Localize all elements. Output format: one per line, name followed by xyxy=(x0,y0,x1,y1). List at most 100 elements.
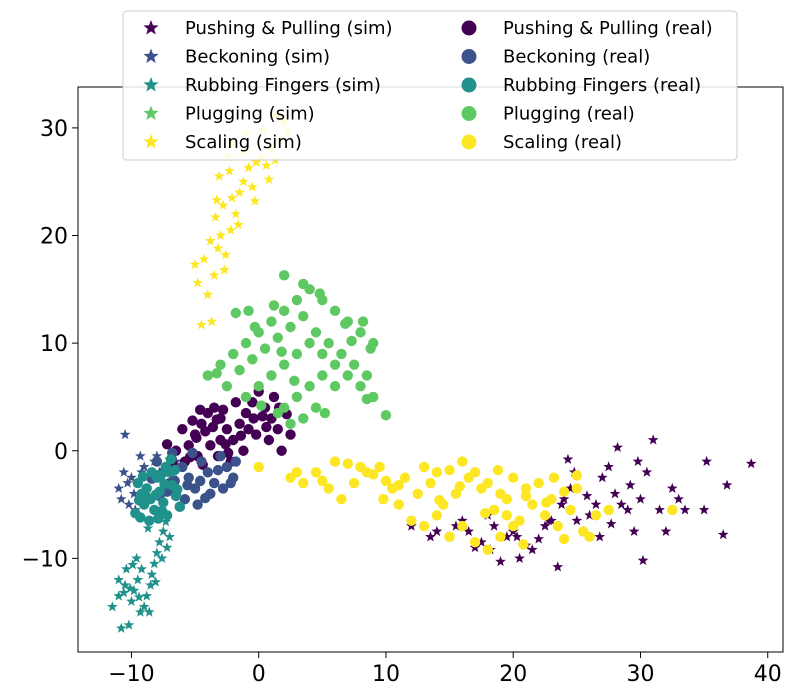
star-point xyxy=(136,563,147,574)
star-point xyxy=(154,536,165,547)
star-point xyxy=(128,585,140,596)
star-point xyxy=(219,264,230,275)
star-point xyxy=(609,488,621,499)
series-0 xyxy=(406,434,757,572)
star-point xyxy=(192,277,203,288)
star-point xyxy=(138,461,150,472)
circle-point xyxy=(196,456,207,467)
circle-point xyxy=(230,397,241,408)
circle-point xyxy=(558,486,570,497)
circle-point xyxy=(304,380,315,392)
circle-point xyxy=(346,335,357,347)
circle-point xyxy=(355,461,366,473)
star-point xyxy=(211,194,223,205)
star-point xyxy=(234,186,245,197)
circle-point xyxy=(217,483,229,494)
circle-point xyxy=(194,475,206,487)
star-point xyxy=(127,559,139,570)
circle-point xyxy=(361,393,373,405)
star-point xyxy=(115,622,127,633)
circle-point xyxy=(548,472,560,483)
circle-point xyxy=(202,370,214,381)
series-5 xyxy=(161,386,296,470)
circle-point xyxy=(355,327,366,338)
circle-point xyxy=(357,316,369,327)
circle-point xyxy=(298,413,309,424)
star-point xyxy=(138,601,150,612)
star-point xyxy=(249,195,261,206)
legend-label: Pushing & Pulling (sim) xyxy=(185,18,393,39)
circle-point xyxy=(228,348,239,360)
star-point xyxy=(118,466,130,477)
star-point xyxy=(224,165,235,176)
circle-point xyxy=(133,495,145,506)
star-point xyxy=(647,434,659,445)
circle-point xyxy=(342,458,353,469)
star-point xyxy=(132,574,144,585)
circle-point xyxy=(298,278,309,290)
series-6 xyxy=(146,447,241,512)
star-point xyxy=(164,531,175,542)
circle-point xyxy=(571,470,583,481)
circle-point xyxy=(329,380,341,392)
legend-item: Plugging (sim) xyxy=(143,104,315,125)
circle-point xyxy=(285,429,296,440)
circle-point xyxy=(457,456,468,467)
circle-point xyxy=(342,370,353,381)
circle-point xyxy=(291,294,303,306)
star-point xyxy=(624,479,636,490)
circle-point xyxy=(151,456,163,467)
star-point xyxy=(526,544,538,555)
star-point xyxy=(205,235,216,246)
star-point xyxy=(263,173,275,185)
legend-item: Rubbing Fingers (real) xyxy=(461,75,701,96)
star-point xyxy=(660,525,672,536)
star-point xyxy=(113,482,125,493)
star-point xyxy=(701,455,712,467)
star-point xyxy=(463,525,474,536)
star-point xyxy=(230,208,242,219)
star-point xyxy=(431,525,443,536)
circle-point xyxy=(266,370,277,381)
circle-point xyxy=(488,504,500,516)
star-point xyxy=(581,490,593,501)
circle-point xyxy=(135,512,146,523)
circle-point xyxy=(268,300,280,311)
circle-point xyxy=(469,537,481,548)
legend-label: Rubbing Fingers (sim) xyxy=(185,75,381,96)
circle-point xyxy=(263,434,275,446)
x-tick-label: 30 xyxy=(626,662,654,687)
star-point xyxy=(590,498,602,510)
star-point xyxy=(113,574,125,585)
circle-point xyxy=(150,489,161,501)
star-point xyxy=(128,488,140,499)
plot-area-frame xyxy=(77,86,784,653)
circle-point xyxy=(202,467,214,478)
star-point xyxy=(133,591,145,602)
circle-point xyxy=(310,402,322,413)
star-point xyxy=(247,181,258,192)
circle-point xyxy=(291,467,303,478)
circle-point xyxy=(571,483,583,494)
star-point xyxy=(565,482,576,493)
star-point xyxy=(149,558,160,569)
star-point xyxy=(456,515,468,526)
star-point xyxy=(562,453,574,464)
y-tick-label: 30 xyxy=(40,117,68,142)
circle-point xyxy=(211,368,222,379)
circle-point xyxy=(508,472,519,483)
x-tick-label: −10 xyxy=(108,662,154,687)
star-point xyxy=(146,568,158,580)
circle-point xyxy=(393,479,404,491)
circle-point xyxy=(348,477,360,489)
circle-point xyxy=(380,410,392,421)
circle-point xyxy=(539,510,551,521)
star-point xyxy=(212,242,224,253)
star-point xyxy=(679,504,691,515)
circle-point xyxy=(541,497,552,508)
legend-label: Scaling (real) xyxy=(503,132,622,153)
circle-point xyxy=(234,364,245,376)
circle-point xyxy=(217,404,229,416)
circle-point xyxy=(495,531,506,543)
legend-item: Scaling (real) xyxy=(461,132,622,153)
